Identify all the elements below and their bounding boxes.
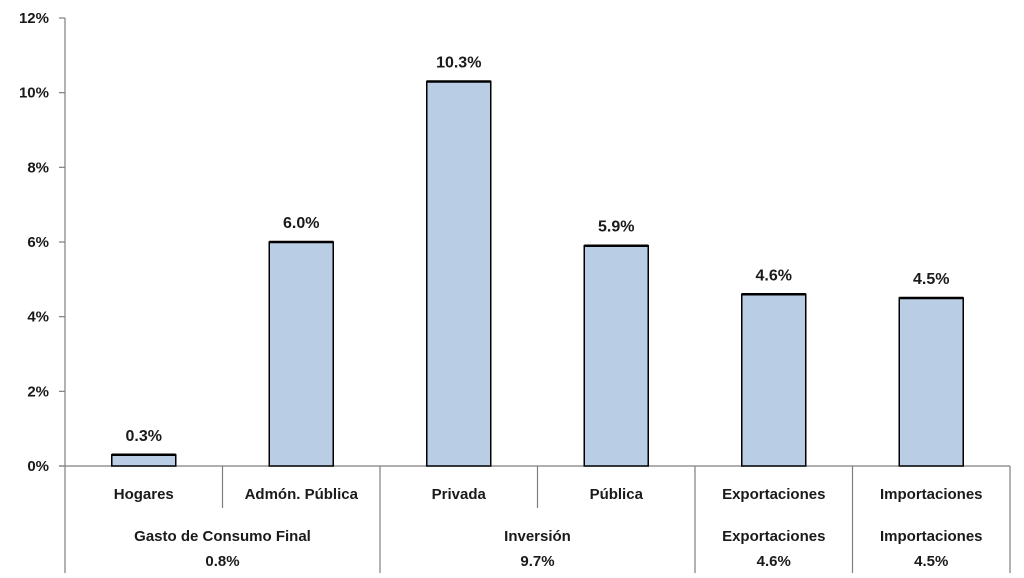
y-tick-label: 8% [27,159,49,176]
y-tick-label: 4% [27,309,49,326]
bar-4 [741,293,807,467]
bar-5 [898,297,964,467]
bar-1 [268,241,334,467]
category-label: Privada [432,486,487,503]
labels: 0% 2% 4% 6% 8% 10% 12% 0.3% Hogares 6.0% Admón. Pú… [19,10,983,570]
y-tick-label: 6% [27,234,49,251]
data-label: 0.3% [126,428,162,445]
group-value-label: 9.7% [520,553,554,570]
y-tick-label: 12% [19,10,49,27]
group-value-label: 0.8% [205,553,239,570]
bar-0 [111,454,177,467]
group-label: Importaciones [880,528,983,545]
data-label: 5.9% [598,219,634,236]
data-label: 6.0% [283,215,319,232]
group-value-label: 4.6% [757,553,791,570]
bar-2 [426,80,492,467]
y-tick-label: 10% [19,85,49,102]
bar-3 [583,244,649,467]
category-label: Pública [590,486,644,503]
category-label: Admón. Pública [245,486,359,503]
data-label: 4.5% [913,271,949,288]
y-tick-label: 0% [27,458,49,475]
axes [59,17,1011,573]
group-value-label: 4.5% [914,553,948,570]
category-label: Importaciones [880,486,983,503]
y-tick-label: 2% [27,383,49,400]
data-label: 10.3% [436,54,481,71]
category-label: Hogares [114,486,174,503]
group-label: Exportaciones [722,528,825,545]
category-label: Exportaciones [722,486,825,503]
bars [111,80,964,467]
data-label: 4.6% [756,267,792,284]
group-label: Gasto de Consumo Final [134,528,311,545]
group-label: Inversión [504,528,571,545]
